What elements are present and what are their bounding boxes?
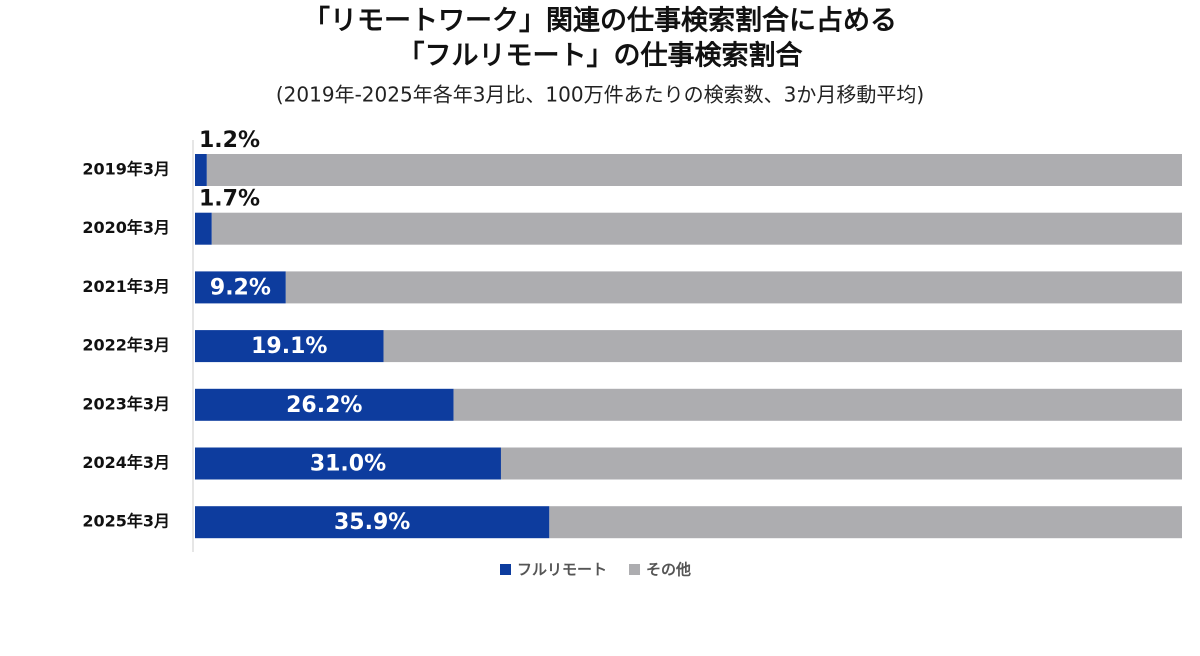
y-tick-label: 2024年3月 bbox=[82, 453, 170, 472]
data-label: 1.2% bbox=[199, 128, 260, 153]
data-label: 26.2% bbox=[286, 393, 362, 418]
bar-segment bbox=[206, 154, 1182, 186]
bar-segment bbox=[453, 388, 1182, 421]
bar-segment bbox=[195, 388, 454, 421]
bar-segment bbox=[195, 154, 207, 186]
legend-label: フルリモート bbox=[517, 561, 607, 579]
bar-segment bbox=[195, 212, 212, 245]
y-tick-label: 2025年3月 bbox=[82, 512, 170, 531]
legend-swatch bbox=[629, 564, 641, 575]
y-tick-label: 2020年3月 bbox=[82, 218, 170, 237]
bar-segment bbox=[500, 447, 1183, 480]
y-tick-label: 2019年3月 bbox=[82, 160, 170, 179]
legend-label: その他 bbox=[646, 561, 691, 579]
chart-title: 「リモートワーク」関連の仕事検索割合に占める bbox=[303, 5, 897, 37]
bar-segment bbox=[383, 330, 1183, 363]
legend-swatch bbox=[500, 564, 511, 575]
bar-segment bbox=[549, 506, 1182, 539]
data-label: 31.0% bbox=[310, 452, 386, 477]
bar-segment bbox=[195, 447, 501, 480]
bar-segment bbox=[195, 271, 286, 304]
bar-segment bbox=[195, 330, 384, 363]
bar-segment bbox=[285, 271, 1183, 304]
chart-subtitle: (2019年-2025年各年3月比、100万件あたりの検索数、3か月移動平均) bbox=[276, 83, 924, 107]
y-tick-label: 2021年3月 bbox=[82, 277, 170, 296]
y-tick-label: 2022年3月 bbox=[82, 336, 170, 355]
chart-title: 「フルリモート」の仕事検索割合 bbox=[398, 40, 803, 72]
bar-segment bbox=[195, 506, 550, 539]
data-label: 9.2% bbox=[210, 275, 271, 300]
data-label: 19.1% bbox=[251, 334, 327, 359]
bar-segment bbox=[211, 212, 1183, 245]
data-label: 1.7% bbox=[199, 187, 260, 212]
y-tick-label: 2023年3月 bbox=[82, 394, 170, 413]
data-label: 35.9% bbox=[334, 510, 410, 535]
